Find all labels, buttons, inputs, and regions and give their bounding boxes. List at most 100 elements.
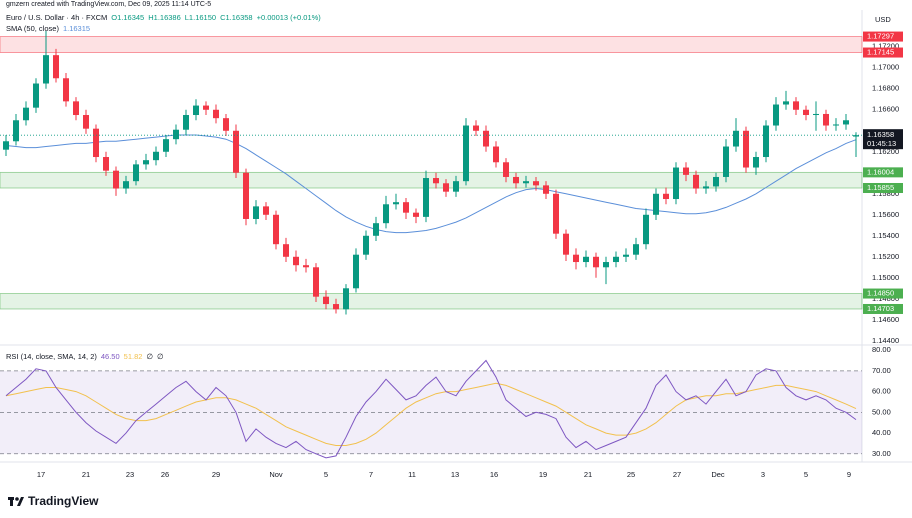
y-tick-label: 1.16600 (872, 105, 899, 114)
candle-body (163, 139, 169, 152)
candle-body (193, 105, 199, 116)
candle-body (3, 141, 9, 150)
rsi-line (5, 359, 857, 459)
candle-body (73, 101, 79, 116)
candle-body (303, 265, 309, 268)
y-tick-label: 80.00 (872, 345, 891, 354)
zone-label: 1.17297 (867, 32, 894, 41)
zone-label-box (863, 31, 903, 42)
candle-body (413, 212, 419, 217)
candle-body (523, 181, 529, 184)
candle-body (583, 256, 589, 263)
candle-body (53, 55, 59, 79)
candle-body (273, 214, 279, 245)
last-price-label: 1.16358 (867, 130, 894, 139)
x-tick-label: 23 (126, 470, 134, 479)
x-tick-label: 21 (584, 470, 592, 479)
x-tick-label: 9 (847, 470, 851, 479)
candle-body (343, 288, 349, 310)
x-tick-label: 11 (408, 470, 416, 479)
candle-body (603, 262, 609, 268)
zone-label: 1.15855 (867, 183, 894, 192)
candle-body (433, 178, 439, 184)
x-tick-label: 13 (451, 470, 459, 479)
candle-body (683, 167, 689, 175)
candle-body (223, 118, 229, 131)
candle-body (643, 214, 649, 245)
change-label: +0.00013 (+0.01%) (257, 13, 322, 22)
candle-body (253, 206, 259, 219)
x-tick-label: 5 (324, 470, 328, 479)
candle-body (703, 186, 709, 189)
candle-body (723, 146, 729, 177)
sma-value: 1.16315 (63, 24, 90, 33)
candle-body (543, 185, 549, 194)
brand: TradingView (28, 494, 99, 508)
sma-line (5, 134, 857, 234)
x-tick-label: 7 (369, 470, 373, 479)
candle-body (153, 151, 159, 161)
candle-body (793, 101, 799, 110)
candle-body (143, 160, 149, 165)
y-tick-label: 1.14400 (872, 336, 899, 345)
rsi-header-value: ∅ (146, 352, 153, 361)
candle-body (713, 176, 719, 187)
candle-body (653, 193, 659, 215)
y-tick-label: 1.17000 (872, 63, 899, 72)
x-tick-label: 21 (82, 470, 90, 479)
x-tick-label: 17 (37, 470, 45, 479)
zone-label-box (863, 47, 903, 58)
zone-label-box (863, 303, 903, 314)
zone-label: 1.14703 (867, 304, 894, 313)
currency: USD (875, 15, 891, 24)
candle-body (353, 254, 359, 289)
candle-body (453, 181, 459, 192)
y-tick-label: 1.14600 (872, 315, 899, 324)
candle-body (83, 115, 89, 129)
ohlc-label: L1.16150 (185, 13, 216, 22)
candle-body (513, 176, 519, 184)
zone-label-box (863, 167, 903, 178)
countdown: 01:45:13 (867, 139, 896, 148)
candle-body (243, 172, 249, 219)
candle-body (123, 181, 129, 189)
y-tick-label: 1.15400 (872, 231, 899, 240)
candle-body (573, 254, 579, 263)
candle-body (103, 157, 109, 171)
y-tick-label: 1.15200 (872, 252, 899, 261)
y-tick-label: 1.15000 (872, 273, 899, 282)
candle-body (173, 129, 179, 140)
y-tick-label: 60.00 (872, 387, 891, 396)
candle-body (663, 193, 669, 200)
candle-body (483, 130, 489, 147)
zone-label: 1.17145 (867, 48, 894, 57)
x-tick-label: 3 (761, 470, 765, 479)
candle-body (393, 202, 399, 205)
zone-label: 1.16004 (867, 167, 894, 176)
candle-body (673, 167, 679, 200)
rsi-header-value: 46.50 (101, 352, 120, 361)
candle-body (373, 223, 379, 236)
y-tick-label: 1.16200 (872, 147, 899, 156)
x-tick-label: 19 (539, 470, 547, 479)
candle-body (13, 120, 19, 142)
zone (0, 36, 863, 53)
candle-body (443, 183, 449, 192)
symbol-title: Euro / U.S. Dollar · 4h · FXCM (6, 13, 107, 22)
zone (0, 171, 863, 189)
candle-body (843, 120, 849, 125)
candle-body (503, 162, 509, 177)
candle-body (463, 125, 469, 182)
candle-body (853, 135, 859, 137)
candle-body (333, 304, 339, 310)
candle-body (323, 296, 329, 305)
last-price-box (863, 129, 903, 150)
candle-body (823, 113, 829, 126)
candle-body (753, 157, 759, 168)
x-tick-label: Dec (711, 470, 725, 479)
y-tick-label: 50.00 (872, 407, 891, 416)
candle-body (213, 109, 219, 119)
candle-body (183, 115, 189, 130)
